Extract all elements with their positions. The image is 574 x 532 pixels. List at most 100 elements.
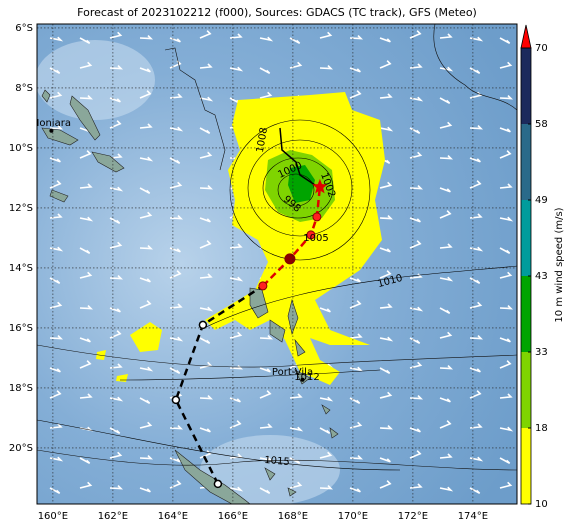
wind-vector xyxy=(379,391,393,399)
wind-vector xyxy=(169,181,183,189)
wind-vector xyxy=(229,453,243,459)
wind-vector xyxy=(289,61,303,69)
wind-vector xyxy=(49,246,64,252)
wind-vector xyxy=(169,367,181,374)
lon-tick-label: 166°E xyxy=(218,511,248,522)
wind-vector xyxy=(169,93,183,99)
track-point xyxy=(258,281,268,291)
wind-vector xyxy=(139,187,151,194)
land xyxy=(249,287,339,439)
wind-vector xyxy=(379,126,394,132)
wind-vector xyxy=(499,150,512,159)
wind-vector xyxy=(319,307,331,313)
wind-vector xyxy=(109,64,124,70)
wind-vector xyxy=(49,334,64,340)
wind-vector xyxy=(229,397,241,403)
track-point xyxy=(306,230,316,240)
wind-vector xyxy=(49,301,63,309)
wind-vector xyxy=(439,121,453,129)
wind-vector xyxy=(439,453,453,459)
wind-vector xyxy=(349,90,362,99)
frame xyxy=(36,23,518,505)
track-past xyxy=(279,127,316,186)
wind-vector xyxy=(109,31,123,39)
isobar xyxy=(247,139,353,237)
wind-vector xyxy=(469,334,484,340)
wind-vector xyxy=(109,427,121,434)
wind-vector xyxy=(139,397,151,404)
wind-vector xyxy=(409,151,423,159)
wind-vector xyxy=(499,183,513,189)
wind-vector xyxy=(499,94,514,100)
wind-vector xyxy=(439,210,452,219)
wind-vector xyxy=(79,360,92,369)
isobar-label: 1015 xyxy=(264,455,290,468)
wind-vector xyxy=(499,247,511,254)
wind-vector xyxy=(79,61,93,69)
wind-vector xyxy=(139,123,153,129)
wind-vector xyxy=(169,424,184,430)
colorbar-label: 10 m wind speed (m/s) xyxy=(554,207,565,322)
wind-vector xyxy=(139,34,154,40)
wind-vector xyxy=(439,397,451,403)
track-point xyxy=(171,395,181,405)
wind-vector xyxy=(409,127,421,134)
wind-vector xyxy=(109,120,122,129)
wind-vector xyxy=(379,181,393,189)
lat-tick-label: 6°S xyxy=(15,23,33,34)
wind-vector xyxy=(409,217,421,223)
wind-vector xyxy=(169,480,182,489)
track-point xyxy=(284,253,296,265)
wind-vector xyxy=(379,367,391,374)
wind-vector xyxy=(469,301,483,309)
wind-vector xyxy=(169,457,181,463)
wind-vector xyxy=(199,306,214,312)
wind-vector xyxy=(49,277,61,284)
wind-vector xyxy=(199,127,211,134)
lon-tick-label: 174°E xyxy=(458,511,488,522)
wind-vector xyxy=(199,96,214,102)
wind-vector xyxy=(319,64,334,70)
wind-vector xyxy=(79,393,93,399)
wind-vector xyxy=(139,366,154,372)
wind-vector xyxy=(139,300,152,309)
wind-vector xyxy=(289,37,301,44)
wind-vector xyxy=(79,247,91,254)
wind-vector xyxy=(139,487,151,493)
wind-vector xyxy=(469,423,483,429)
lat-tick-label: 14°S xyxy=(9,263,33,274)
wind-vector xyxy=(289,457,301,464)
wind-vector xyxy=(499,393,513,399)
wind-vector xyxy=(469,246,484,252)
wind-vector xyxy=(109,241,123,249)
wind-vector xyxy=(229,420,242,429)
wind-vector xyxy=(439,243,453,249)
wind-vector xyxy=(49,67,61,74)
wind-vector xyxy=(349,34,364,40)
wind-vector xyxy=(49,390,62,399)
wind-vector xyxy=(409,450,422,459)
wind-vector xyxy=(409,427,421,433)
wind-vector xyxy=(469,91,483,99)
boundary xyxy=(37,24,517,471)
wind-vector xyxy=(349,454,364,460)
isobar xyxy=(262,157,334,219)
colorbar-tick-label: 58 xyxy=(535,119,548,130)
wind-vector xyxy=(379,247,391,253)
wind-vector xyxy=(49,367,61,373)
wind-vector xyxy=(109,153,123,159)
isobar-label: 1008 xyxy=(255,127,270,154)
wind-vector xyxy=(379,480,392,489)
lon-tick-label: 164°E xyxy=(158,511,188,522)
wind-vector xyxy=(79,37,91,44)
wind-vector xyxy=(469,367,481,373)
wind-vector xyxy=(169,336,184,342)
wind-vector xyxy=(109,451,123,459)
sea-light xyxy=(200,435,340,504)
wind-vector xyxy=(139,277,151,283)
wind-vector xyxy=(469,390,482,399)
wind-vector xyxy=(439,331,453,339)
labels: HoniaraPort-Vila100810101005101210151000… xyxy=(37,118,404,468)
wind-vector xyxy=(289,426,304,432)
colorbar-extend xyxy=(520,24,532,49)
